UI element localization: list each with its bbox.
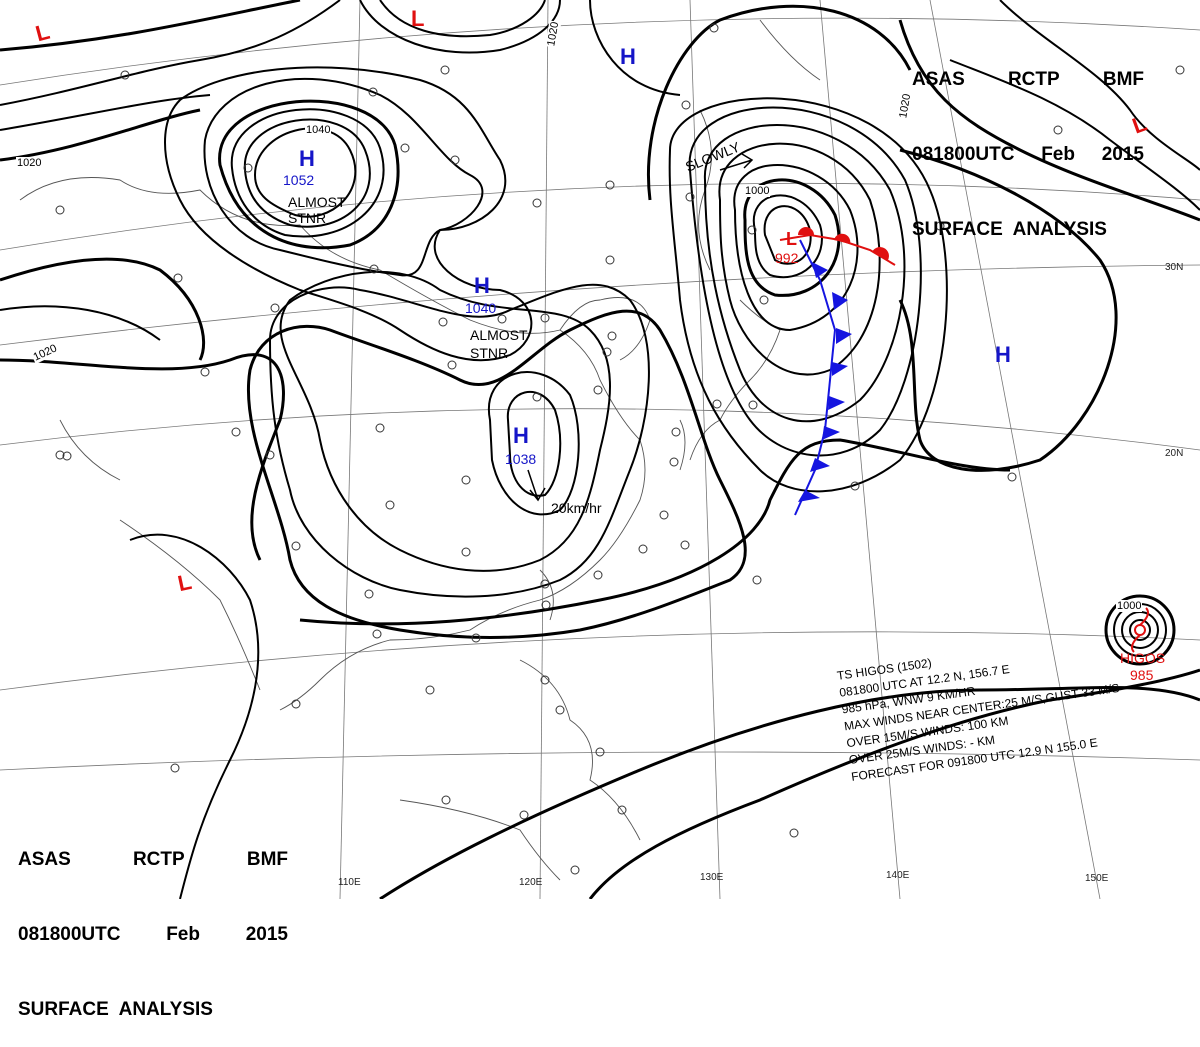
isobar bbox=[0, 305, 161, 341]
high-motion-note: ALMOST STNR bbox=[288, 194, 346, 226]
cold-front-triangle bbox=[836, 328, 852, 344]
cold-front-triangle bbox=[822, 426, 840, 440]
isobar bbox=[379, 0, 546, 38]
header-time: 081800UTC bbox=[912, 144, 1015, 165]
isobar bbox=[487, 371, 580, 516]
header-agency: ASAS bbox=[912, 69, 965, 90]
header-month: Feb bbox=[1041, 144, 1075, 165]
cold-front-triangle bbox=[810, 458, 830, 472]
longitude-label: 130E bbox=[700, 872, 724, 883]
cold-front-triangle bbox=[812, 262, 828, 278]
isobar bbox=[230, 108, 385, 238]
header-title: SURFACE ANALYSIS bbox=[18, 999, 213, 1020]
warm-front-bump bbox=[872, 247, 889, 260]
high-center-marker: H bbox=[995, 342, 1011, 367]
header-agency: ASAS bbox=[18, 849, 71, 870]
isobar bbox=[688, 106, 922, 457]
header-year: 2015 bbox=[1101, 144, 1144, 165]
cold-front-triangle bbox=[832, 292, 848, 310]
chart-header-top: ASAS RCTP BMF 081800UTC Feb 2015 SURFACE ANA… bbox=[912, 17, 1144, 267]
high-pressure-value: 1052 bbox=[283, 172, 315, 188]
isobar bbox=[589, 0, 681, 96]
header-title: SURFACE ANALYSIS bbox=[912, 219, 1107, 240]
warm-front-bump bbox=[798, 227, 814, 235]
isobar-label: 1040 bbox=[305, 124, 332, 136]
isobar bbox=[243, 118, 371, 228]
isobar bbox=[129, 533, 260, 899]
latitude-label: 20N bbox=[1165, 448, 1184, 459]
isobar bbox=[1121, 611, 1159, 649]
isobar bbox=[647, 4, 912, 201]
isobar bbox=[218, 99, 400, 250]
isobar bbox=[0, 0, 301, 52]
isobar bbox=[898, 19, 1200, 222]
isobar bbox=[0, 257, 206, 361]
typhoon-name: HIGOS bbox=[1120, 650, 1166, 666]
header-time: 081800UTC bbox=[18, 924, 121, 945]
longitude-label: 120E bbox=[519, 877, 543, 888]
high-pressure-value: 1040 bbox=[465, 300, 497, 316]
isobar bbox=[898, 148, 1118, 472]
header-center: RCTP bbox=[1007, 69, 1060, 90]
cold-front-triangle bbox=[832, 362, 848, 376]
isobar bbox=[752, 194, 823, 279]
isobar bbox=[379, 686, 1200, 899]
high-motion-note: ALMOST STNR bbox=[470, 327, 528, 361]
chart-header-bottom: ASAS RCTP BMF 081800UTC Feb 2015 SURFACE ANA… bbox=[18, 797, 288, 1047]
weather-map bbox=[0, 0, 1200, 899]
cold-front-triangle bbox=[798, 490, 820, 502]
isobar bbox=[0, 0, 341, 106]
cold-front-triangle bbox=[828, 396, 845, 410]
isobar bbox=[0, 353, 285, 561]
high-center-marker: H bbox=[299, 146, 315, 171]
isobar bbox=[1104, 594, 1176, 666]
isobar bbox=[246, 309, 747, 639]
arrow-high-1038 bbox=[527, 469, 546, 502]
high-center-marker: H bbox=[620, 44, 636, 69]
typhoon-symbol bbox=[1131, 607, 1149, 653]
low-pressure-value: 992 bbox=[775, 250, 799, 266]
isobar bbox=[718, 142, 881, 376]
station-markers bbox=[55, 23, 1185, 875]
isobar bbox=[0, 108, 201, 162]
header-year: 2015 bbox=[245, 924, 288, 945]
typhoon-pressure: 985 bbox=[1130, 667, 1154, 683]
isobar bbox=[279, 270, 611, 572]
isobar bbox=[268, 283, 650, 598]
isobar-label: 1020 bbox=[16, 157, 43, 169]
header-center: RCTP bbox=[132, 849, 185, 870]
longitude-label: 150E bbox=[1085, 873, 1109, 884]
low-center-marker: L bbox=[411, 6, 425, 31]
low-center-marker: L bbox=[786, 229, 797, 249]
header-code: BMF bbox=[1102, 69, 1144, 90]
isobar bbox=[506, 391, 562, 497]
isobar bbox=[1129, 619, 1151, 641]
longitude-label: 110E bbox=[338, 877, 361, 888]
latitude-label: 30N bbox=[1165, 262, 1184, 273]
isobar bbox=[743, 178, 841, 297]
isobar bbox=[703, 124, 906, 423]
isobar-label: 1000 bbox=[1116, 600, 1143, 612]
isobar bbox=[999, 0, 1200, 171]
warm-front-bump bbox=[834, 233, 851, 244]
arrow-low-992 bbox=[719, 153, 754, 171]
isobar bbox=[299, 438, 1011, 626]
isobar bbox=[203, 77, 484, 277]
motion-arrows bbox=[527, 153, 754, 502]
high-center-marker: H bbox=[513, 423, 529, 448]
header-month: Feb bbox=[166, 924, 200, 945]
isobar bbox=[668, 97, 948, 493]
isobar bbox=[253, 127, 357, 218]
isobar-label: 1000 bbox=[744, 185, 771, 197]
isobar bbox=[0, 94, 211, 131]
isobars bbox=[0, 0, 1200, 899]
high-motion-speed: 20km/hr bbox=[551, 500, 602, 516]
high-pressure-value: 1038 bbox=[505, 451, 537, 467]
longitude-label: 140E bbox=[886, 870, 910, 881]
isobar bbox=[733, 164, 859, 332]
header-code: BMF bbox=[246, 849, 288, 870]
front-system bbox=[779, 227, 896, 516]
high-center-marker: H bbox=[474, 273, 490, 298]
isobar bbox=[949, 59, 1200, 211]
